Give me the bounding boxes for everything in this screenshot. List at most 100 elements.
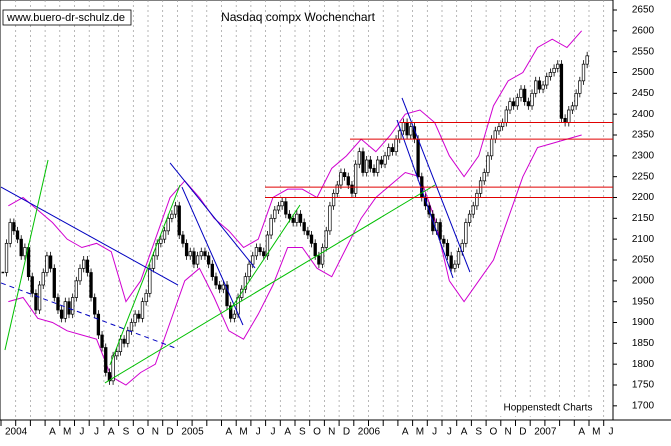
candle-body [276,205,281,211]
candle-body [140,301,145,319]
candle-body [548,72,553,78]
x-tick-label: 2005 [181,427,204,438]
x-tick-label: J [270,427,275,438]
candle-body [41,272,45,286]
candle-body [192,251,196,265]
candle-body [405,122,409,136]
candle-body [30,276,34,294]
x-tick-label: M [592,427,600,438]
candle-body [331,192,336,207]
candle-body [225,284,229,307]
candle-body [59,309,64,319]
candle-body [19,238,23,257]
y-tick-label: 1950 [632,296,655,307]
candle-body [339,172,343,186]
y-tick-label: 1900 [632,317,655,328]
candle-body [493,130,497,140]
candle-body [177,205,181,236]
x-tick-label: M [63,427,71,438]
candle-body [214,276,218,286]
candle-body [306,230,310,236]
candle-body [578,80,582,94]
candle-body [449,255,453,269]
candle-body [74,280,78,298]
bollinger-band [8,30,583,303]
candle-body [313,242,317,257]
candle-body [324,230,328,248]
candle-body [291,217,295,223]
candle-body [254,247,259,257]
x-tick-label: N [152,427,159,438]
x-tick-label: 2007 [534,427,557,438]
x-tick-label: D [166,427,173,438]
trend-line [401,97,471,273]
candle-body [383,155,387,165]
candle-body [181,234,185,244]
candle-body [372,167,376,173]
candle-body [52,267,56,298]
candle-body [126,330,130,344]
candle-body [581,63,586,82]
candle-body [361,151,365,173]
candle-body [133,313,137,323]
candle-body [563,117,567,123]
candle-body [552,67,556,73]
y-tick-label: 2150 [632,213,655,224]
candle-body [346,176,350,186]
candle-body [129,322,134,332]
candle-body [508,101,512,111]
candle-body [398,130,402,140]
candle-body [504,109,508,123]
candle-body [534,80,538,94]
candle-body [37,284,42,311]
y-tick-label: 2600 [632,25,655,36]
candle-body [148,267,152,294]
candle-body [541,84,545,90]
candle-body [269,217,273,236]
candle-body [353,163,358,194]
y-tick-label: 2400 [632,109,655,120]
plot-area [0,0,614,421]
candle-body [456,251,461,265]
candle-body [556,63,560,69]
source-box [496,400,600,416]
y-tick-label: 2650 [632,5,655,16]
candle-body [56,297,60,311]
candle-body [4,242,9,273]
y-tick-label: 2100 [632,234,655,245]
candle-body [559,63,564,119]
candle-body [144,292,148,303]
y-tick-label: 2450 [632,88,655,99]
y-tick-label: 2000 [632,275,655,286]
candle-body [243,276,248,290]
watermark-box [2,9,132,26]
candle-body [115,351,119,357]
trend-line [396,119,454,279]
x-tick-label: J [79,427,84,438]
candle-body [368,159,372,169]
candle-body [379,159,384,165]
trend-line [4,159,49,351]
candle-body [287,213,292,219]
y-tick-label: 1700 [632,400,655,411]
candle-body [8,222,12,244]
candle-body [453,263,457,269]
candle-body [93,297,97,315]
candle-body [100,334,104,348]
y-tick-label: 1850 [632,338,655,349]
bollinger-band [8,134,582,386]
y-tick-label: 2300 [632,150,655,161]
y-tick-label: 2200 [632,192,655,203]
candle-body [537,80,542,90]
candle-body [515,97,519,107]
candle-body [431,213,435,232]
candle-body [280,201,284,207]
candle-body [467,213,472,223]
candle-body [166,217,170,232]
candle-body [265,234,270,257]
candle-body [445,242,450,257]
candle-body [317,255,321,265]
x-tick-label: A [578,427,585,438]
trend-line [169,162,256,269]
